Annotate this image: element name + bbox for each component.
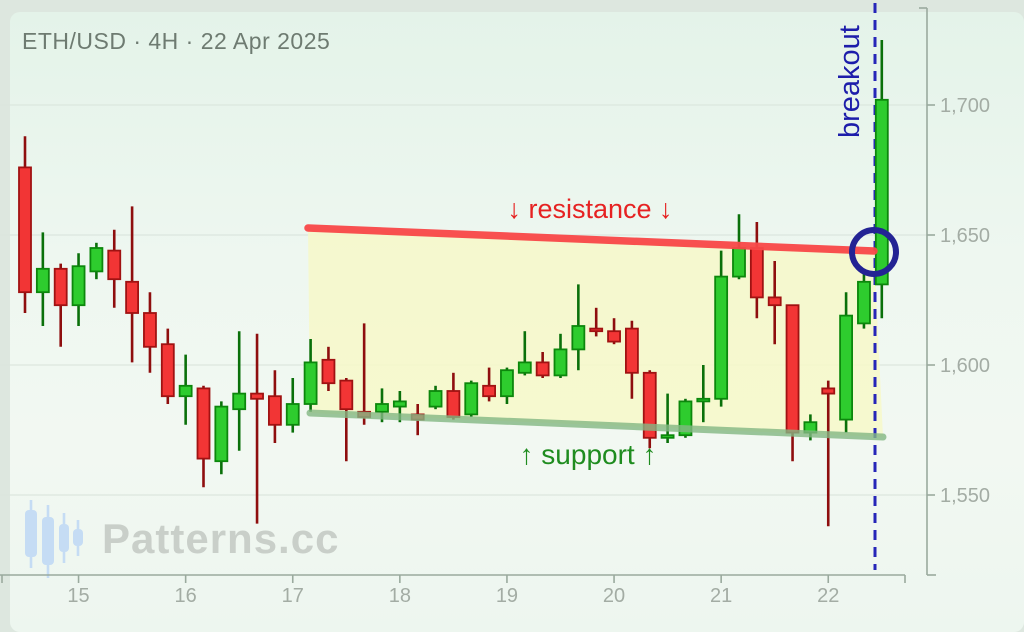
candle-down [482,384,497,398]
candle-down [107,249,122,281]
candle-up [732,247,746,278]
candle-down [749,247,764,299]
candlestick-logo-icon [25,500,83,578]
candle-down [196,387,211,460]
x-axis: 15 16 17 18 19 20 21 22 [0,574,906,607]
resistance-line [304,224,878,255]
resistance-label: ↓ resistance ↓ [507,194,673,224]
candles [18,40,889,527]
candle-down [267,395,282,426]
candle-up [375,403,389,413]
x-tick-label: 22 [817,585,839,607]
support-line [306,409,887,441]
candle-up [839,314,853,421]
candle-down [607,330,621,343]
x-tick-label: 17 [282,585,304,607]
candle-down [321,358,336,385]
x-tick-label: 18 [389,585,411,607]
candle-down [18,166,32,294]
chart-title: ETH/USD · 4H · 22 Apr 2025 [22,28,331,54]
candle-down [446,390,461,418]
candle-up [517,361,532,374]
breakout-label: breakout [834,25,866,139]
support-label: ↑ support ↑ [519,439,657,470]
x-tick-label: 16 [175,585,197,607]
candle-down [625,327,639,374]
candle-up [571,325,586,351]
candle-up [35,267,50,294]
candle-down [535,361,550,377]
x-tick-label: 21 [710,585,732,607]
candle-up [874,98,889,286]
candle-down [767,296,782,307]
candle-down [589,327,604,333]
candle-down [53,267,68,307]
candle-up [696,397,711,403]
candle-down [250,392,264,400]
y-tick-label: 1,600 [940,355,990,377]
candle-up [857,280,871,325]
y-axis: 1,700 1,650 1,600 1,550 [919,7,990,576]
candle-up [285,403,300,426]
watermark-text: Patterns.cc [102,515,340,562]
candle-down [821,387,836,395]
candle-up [660,434,675,439]
candle-down [642,371,657,439]
candle-up [214,405,229,463]
candle-up [89,247,104,273]
candle-up [464,382,479,416]
candle-up [714,275,729,400]
x-tick-label: 20 [603,585,625,607]
candle-up [71,265,86,307]
candle-down [143,312,157,348]
x-tick-label: 19 [496,585,518,607]
candle-up [232,392,247,411]
candle-up [428,390,443,408]
breakout-highlight-circle [849,227,899,277]
candle-down [160,343,175,398]
candle-up [303,361,318,405]
y-tick-label: 1,550 [940,485,990,507]
candle-up [553,348,568,377]
y-tick-label: 1,700 [940,95,990,117]
candle-up [392,400,407,408]
candle-down [785,304,800,434]
y-tick-label: 1,650 [940,225,990,247]
candle-down [125,280,139,314]
candle-up [500,369,514,398]
watermark: Patterns.cc [20,496,339,582]
x-tick-label: 15 [67,585,89,607]
candle-down [339,379,354,411]
candle-up [178,384,193,398]
